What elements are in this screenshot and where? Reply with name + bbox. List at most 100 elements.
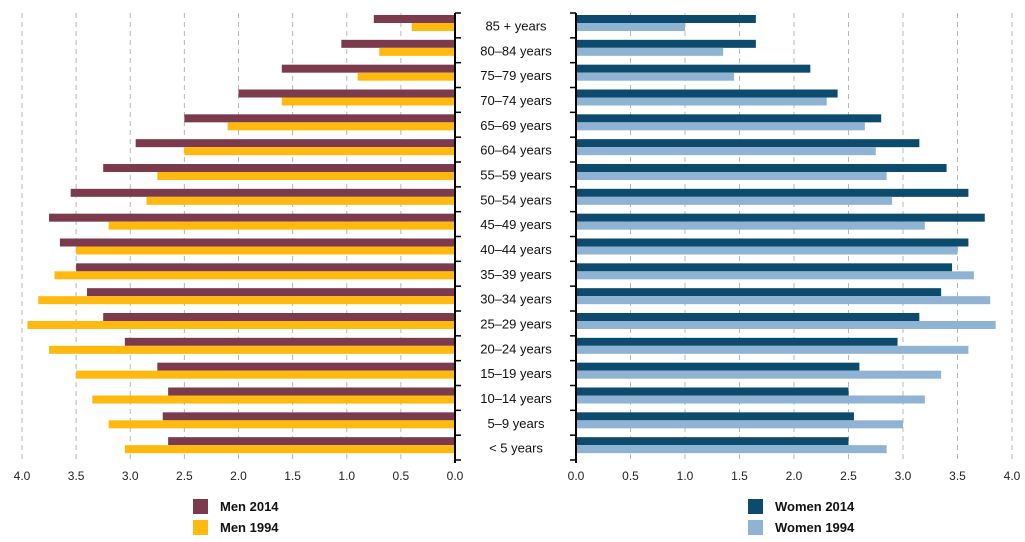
legend-label-men-2014: Men 2014 xyxy=(220,499,279,514)
category-label-85-years: 85 + years xyxy=(485,18,547,33)
bar-women-2014-40-44-years xyxy=(576,238,969,247)
bar-women-1994-80-84-years xyxy=(576,47,724,56)
bar-women-2014-70-74-years xyxy=(576,89,838,98)
bar-women-2014-5-years xyxy=(576,437,849,446)
bar-men-2014-5-9-years xyxy=(162,412,455,421)
category-label-65-69-years: 65–69 years xyxy=(480,118,552,133)
legend-label-women-1994: Women 1994 xyxy=(775,520,855,535)
bar-men-2014-80-84-years xyxy=(341,39,455,48)
bar-women-2014-20-24-years xyxy=(576,337,898,346)
bar-men-1994-70-74-years xyxy=(281,97,455,106)
bar-women-1994-60-64-years xyxy=(576,147,876,156)
bar-men-1994-30-34-years xyxy=(38,296,456,305)
legend-swatch-men-2014 xyxy=(193,499,208,514)
bar-women-2014-15-19-years xyxy=(576,362,860,371)
category-label-10-14-years: 10–14 years xyxy=(480,391,552,406)
bar-men-2014-25-29-years xyxy=(103,313,455,321)
bar-women-2014-65-69-years xyxy=(576,114,882,123)
bar-women-1994-25-29-years xyxy=(576,321,996,329)
bar-men-2014-60-64-years xyxy=(135,139,455,148)
bar-women-1994-45-49-years xyxy=(576,221,925,230)
left-tick-label: 1.5 xyxy=(284,469,301,483)
bar-men-1994-65-69-years xyxy=(227,122,455,131)
bar-women-1994-30-34-years xyxy=(576,296,991,305)
left-tick-label: 1.0 xyxy=(338,469,355,483)
category-label-5-9-years: 5–9 years xyxy=(487,416,545,431)
bar-women-1994-40-44-years xyxy=(576,246,958,255)
bar-men-1994-80-84-years xyxy=(379,47,455,56)
bar-men-2014-35-39-years xyxy=(76,263,455,272)
bar-men-2014-40-44-years xyxy=(59,238,455,247)
right-tick-label: 2.0 xyxy=(786,469,803,483)
right-tick-label: 1.0 xyxy=(677,469,694,483)
bar-women-1994-5-9-years xyxy=(576,420,903,429)
bar-men-1994-85-years xyxy=(411,23,455,31)
bar-women-2014-50-54-years xyxy=(576,188,969,197)
bar-men-2014-55-59-years xyxy=(103,164,455,172)
left-tick-label: 3.5 xyxy=(68,469,85,483)
bar-men-2014-5-years xyxy=(168,437,455,446)
bar-men-1994-60-64-years xyxy=(184,147,455,156)
category-label-5-years: < 5 years xyxy=(489,441,543,456)
left-tick-label: 2.5 xyxy=(176,469,193,483)
bar-men-1994-55-59-years xyxy=(157,172,455,180)
bar-men-1994-35-39-years xyxy=(54,271,455,280)
category-label-45-49-years: 45–49 years xyxy=(480,217,552,232)
left-tick-label: 3.0 xyxy=(122,469,139,483)
bar-men-1994-45-49-years xyxy=(108,221,455,230)
bar-men-2014-10-14-years xyxy=(168,387,455,396)
bar-men-1994-20-24-years xyxy=(49,345,455,354)
bar-women-1994-5-years xyxy=(576,445,887,454)
bar-men-2014-65-69-years xyxy=(184,114,455,123)
bar-women-1994-70-74-years xyxy=(576,97,827,106)
bar-women-2014-75-79-years xyxy=(576,64,811,73)
bar-women-1994-65-69-years xyxy=(576,122,865,131)
category-label-40-44-years: 40–44 years xyxy=(480,242,552,257)
bar-women-2014-55-59-years xyxy=(576,164,947,172)
bar-men-1994-40-44-years xyxy=(76,246,455,255)
right-tick-label: 0.0 xyxy=(568,469,585,483)
bar-men-2014-85-years xyxy=(373,15,455,23)
legend-swatch-women-1994 xyxy=(748,520,763,535)
bar-women-1994-55-59-years xyxy=(576,172,887,180)
bar-women-2014-35-39-years xyxy=(576,263,953,272)
bar-women-2014-80-84-years xyxy=(576,39,756,48)
bar-men-2014-75-79-years xyxy=(281,64,455,73)
bar-women-1994-10-14-years xyxy=(576,395,925,404)
bar-women-1994-15-19-years xyxy=(576,370,942,379)
bar-women-2014-85-years xyxy=(576,15,756,23)
category-label-60-64-years: 60–64 years xyxy=(480,143,552,158)
category-label-55-59-years: 55–59 years xyxy=(480,167,552,182)
legend-label-men-1994: Men 1994 xyxy=(220,520,279,535)
legend-swatch-women-2014 xyxy=(748,499,763,514)
bar-men-1994-10-14-years xyxy=(92,395,456,404)
bar-women-2014-30-34-years xyxy=(576,288,942,297)
left-tick-label: 4.0 xyxy=(14,469,31,483)
left-tick-label: 0.5 xyxy=(393,469,410,483)
right-tick-label: 3.0 xyxy=(895,469,912,483)
bar-women-2014-5-9-years xyxy=(576,412,854,421)
category-label-25-29-years: 25–29 years xyxy=(480,316,552,331)
bar-men-1994-50-54-years xyxy=(146,196,456,205)
bar-men-1994-5-years xyxy=(124,445,456,454)
bar-women-1994-35-39-years xyxy=(576,271,974,280)
bar-men-1994-15-19-years xyxy=(76,370,455,379)
bar-men-1994-25-29-years xyxy=(27,321,455,329)
category-label-70-74-years: 70–74 years xyxy=(480,93,552,108)
right-tick-label: 2.5 xyxy=(840,469,857,483)
category-label-75-79-years: 75–79 years xyxy=(480,68,552,83)
bar-men-1994-75-79-years xyxy=(357,72,455,81)
bar-women-2014-60-64-years xyxy=(576,139,920,148)
bar-men-2014-15-19-years xyxy=(157,362,455,371)
bar-men-2014-50-54-years xyxy=(70,188,456,197)
bar-men-1994-5-9-years xyxy=(108,420,455,429)
bar-women-1994-85-years xyxy=(576,23,685,31)
right-tick-label: 0.5 xyxy=(622,469,639,483)
right-tick-label: 4.0 xyxy=(1004,469,1021,483)
bar-women-2014-10-14-years xyxy=(576,387,849,396)
bar-women-2014-25-29-years xyxy=(576,313,920,321)
right-tick-label: 1.5 xyxy=(731,469,748,483)
bar-women-1994-75-79-years xyxy=(576,72,735,81)
legend-label-women-2014: Women 2014 xyxy=(775,499,855,514)
